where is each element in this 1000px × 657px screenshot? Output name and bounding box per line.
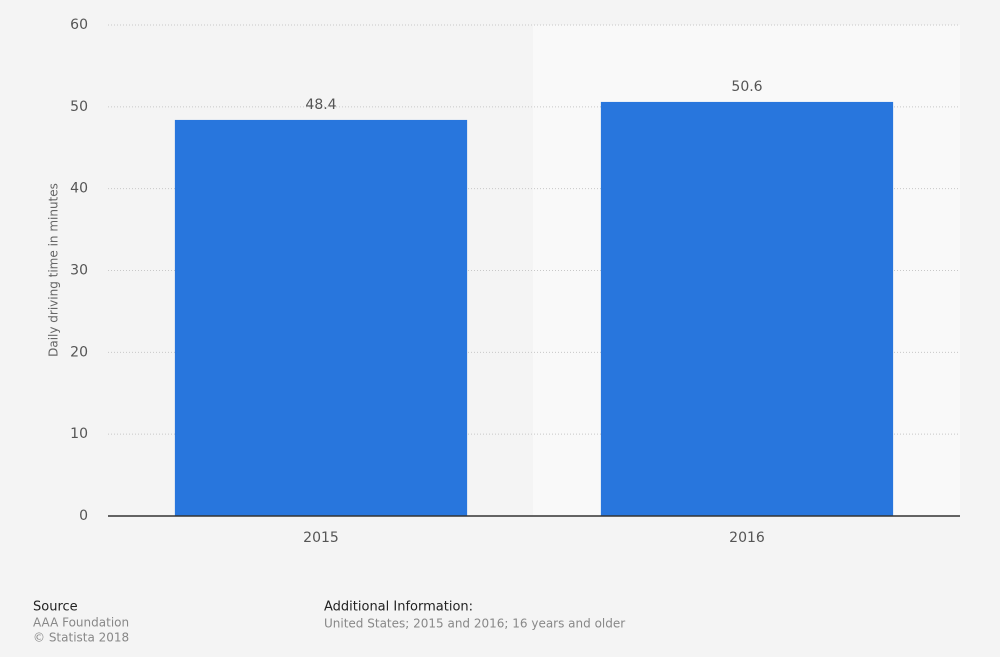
x-tick-label: 2015 xyxy=(303,530,339,546)
y-tick-label: 0 xyxy=(79,508,88,524)
y-tick-label: 20 xyxy=(70,344,88,360)
copyright: © Statista 2018 xyxy=(33,631,129,645)
y-tick-label: 50 xyxy=(70,99,88,115)
y-tick-label: 40 xyxy=(70,181,88,197)
bar xyxy=(600,101,894,516)
bar xyxy=(174,119,468,516)
info-title: Additional Information: xyxy=(324,600,473,615)
y-tick-label: 10 xyxy=(70,426,88,442)
y-axis-label: Daily driving time in minutes xyxy=(47,183,61,357)
source: AAA Foundation xyxy=(33,616,129,630)
source-title: Source xyxy=(33,600,78,615)
y-tick-label: 60 xyxy=(70,17,88,33)
data-label: 50.6 xyxy=(731,79,762,95)
info: United States; 2015 and 2016; 16 years a… xyxy=(324,617,625,631)
data-label: 48.4 xyxy=(305,97,336,113)
y-tick-label: 30 xyxy=(70,263,88,279)
x-tick-label: 2016 xyxy=(729,530,765,546)
